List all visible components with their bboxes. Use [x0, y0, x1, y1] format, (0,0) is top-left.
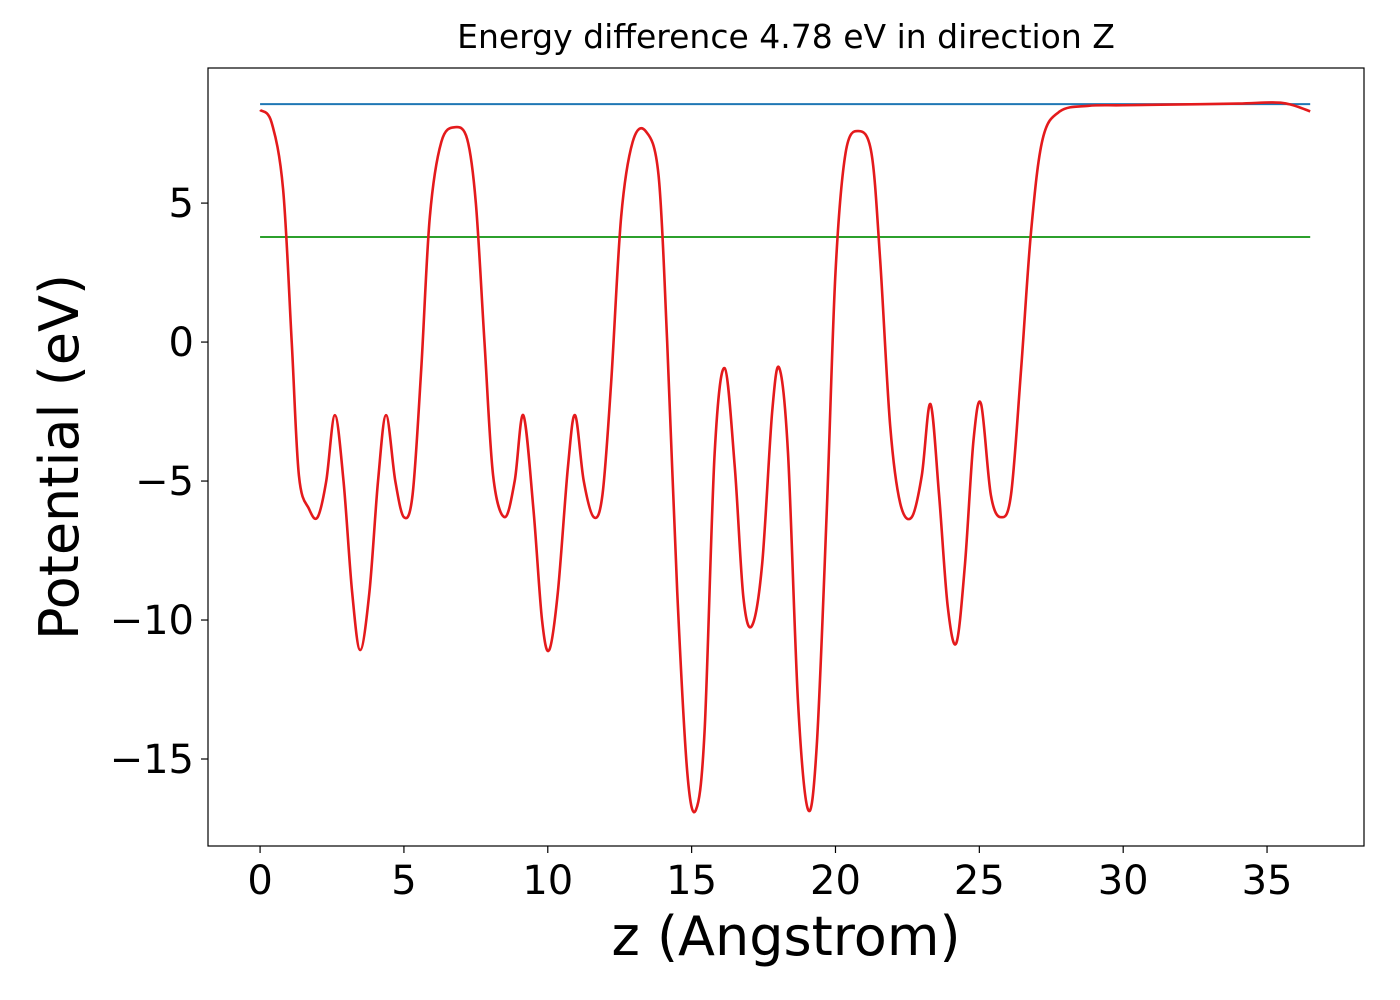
x-tick-label: 35	[1242, 858, 1293, 904]
y-tick-label: −5	[135, 459, 194, 505]
chart-title: Energy difference 4.78 eV in direction Z	[457, 17, 1115, 56]
series-line	[259, 101, 1311, 814]
y-axis-label: Potential (eV)	[28, 274, 91, 640]
y-tick-label: −10	[110, 598, 194, 644]
y-tick-label: 5	[169, 181, 194, 227]
y-tick-label: −15	[110, 737, 194, 783]
x-tick-label: 5	[391, 858, 416, 904]
x-axis-label: z (Angstrom)	[611, 905, 960, 968]
x-tick-label: 15	[666, 858, 717, 904]
plot-frame	[207, 67, 1365, 847]
x-tick-label: 25	[954, 858, 1005, 904]
y-tick-label: 0	[169, 320, 194, 366]
x-tick-label: 0	[247, 858, 272, 904]
x-tick-label: 10	[522, 858, 573, 904]
x-tick-label: 30	[1098, 858, 1149, 904]
x-tick-label: 20	[810, 858, 861, 904]
